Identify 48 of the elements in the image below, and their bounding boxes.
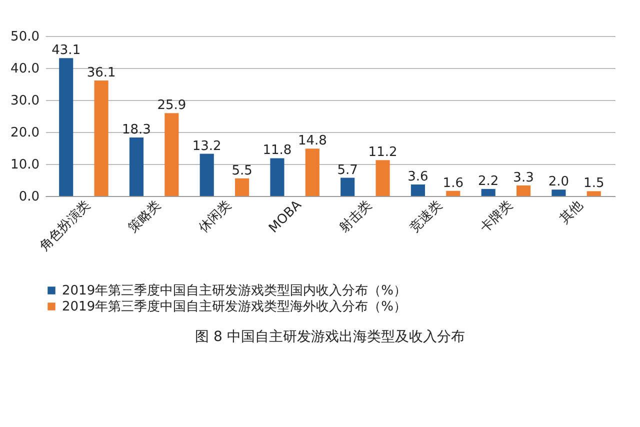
data-label: 11.8 [262, 143, 292, 158]
bar [481, 188, 496, 196]
bar [446, 190, 460, 196]
y-tick-label: 40.0 [10, 62, 40, 76]
x-tick-label: 角色扮演类 [37, 198, 94, 254]
data-label: 1.5 [584, 176, 604, 192]
data-label: 3.6 [408, 169, 428, 184]
x-tick-label: 其他 [557, 198, 586, 227]
bar [376, 160, 390, 196]
y-tick-label: 50.0 [10, 30, 40, 44]
bar [586, 191, 601, 196]
data-label: 13.2 [192, 138, 222, 154]
legend-label: 2019年第三季度中国自主研发游戏类型国内收入分布（%） [62, 282, 406, 298]
y-tick-label: 30.0 [10, 94, 40, 108]
data-label: 3.3 [513, 170, 534, 186]
data-label: 2.0 [548, 174, 570, 190]
bar [305, 148, 320, 196]
y-tick-label: 0.0 [18, 190, 40, 204]
bar [270, 158, 284, 196]
bar [59, 58, 74, 196]
x-tick-label: 竞速类 [407, 198, 446, 236]
data-label: 43.1 [52, 43, 81, 58]
data-label: 18.3 [122, 122, 151, 138]
x-tick-label: 策略类 [126, 198, 164, 236]
bar [164, 113, 179, 196]
x-tick-label: 卡牌类 [478, 198, 516, 236]
bar [129, 137, 144, 196]
x-tick-label: 休闲类 [196, 198, 234, 236]
bar [552, 190, 566, 196]
data-label: 25.9 [157, 98, 186, 114]
data-label: 14.8 [298, 134, 327, 149]
data-label: 2.2 [478, 174, 499, 189]
bar [235, 178, 250, 196]
data-label: 36.1 [86, 65, 116, 80]
bar [200, 154, 214, 196]
legend-label: 2019年第三季度中国自主研发游戏类型海外收入分布（%） [62, 298, 406, 314]
data-label: 5.5 [232, 163, 252, 178]
caption: 图 8 中国自主研发游戏出海类型及收入分布 [195, 329, 465, 345]
x-tick-label: 射击类 [336, 198, 376, 236]
y-tick-label: 10.0 [10, 158, 40, 172]
bar [340, 178, 355, 196]
bar [410, 184, 425, 196]
y-tick-label: 20.0 [10, 126, 40, 140]
bar [516, 185, 531, 196]
data-label: 11.2 [368, 145, 398, 160]
bar [94, 80, 108, 196]
data-label: 1.6 [442, 176, 464, 191]
data-label: 5.7 [337, 162, 358, 178]
